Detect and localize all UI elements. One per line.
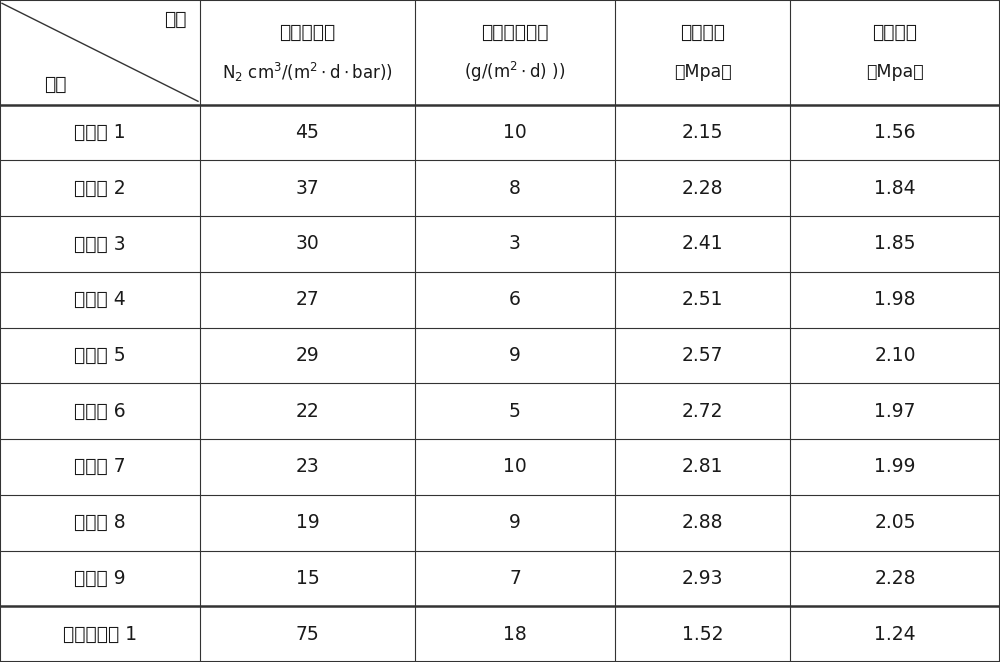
Text: 7: 7 — [509, 569, 521, 588]
Text: 1.84: 1.84 — [874, 179, 916, 198]
Text: 2.10: 2.10 — [874, 346, 916, 365]
Text: 指标: 指标 — [164, 11, 186, 29]
Text: 10: 10 — [503, 123, 527, 142]
Text: 2.93: 2.93 — [682, 569, 723, 588]
Text: 实施例 1: 实施例 1 — [74, 123, 126, 142]
Text: 实施例 3: 实施例 3 — [74, 234, 126, 254]
Text: 粘结强度: 粘结强度 — [872, 23, 918, 42]
Text: 实施例 8: 实施例 8 — [74, 513, 126, 532]
Text: 19: 19 — [296, 513, 319, 532]
Text: 15: 15 — [296, 569, 319, 588]
Text: 水蒸汽渗透率: 水蒸汽渗透率 — [481, 23, 549, 42]
Text: （Mpa）: （Mpa） — [674, 63, 731, 81]
Text: 1.99: 1.99 — [874, 457, 916, 477]
Text: 37: 37 — [296, 179, 319, 198]
Text: 2.72: 2.72 — [682, 402, 723, 420]
Text: 气体透过率: 气体透过率 — [279, 23, 336, 42]
Text: 30: 30 — [296, 234, 319, 254]
Text: 1.24: 1.24 — [874, 625, 916, 643]
Text: 23: 23 — [296, 457, 319, 477]
Text: 2.28: 2.28 — [682, 179, 723, 198]
Text: 27: 27 — [296, 290, 319, 309]
Text: 项目: 项目 — [44, 75, 66, 94]
Text: 实施例 4: 实施例 4 — [74, 290, 126, 309]
Text: 8: 8 — [509, 179, 521, 198]
Text: 10: 10 — [503, 457, 527, 477]
Text: 对比实施例 1: 对比实施例 1 — [63, 625, 137, 643]
Text: 拉伸强度: 拉伸强度 — [680, 23, 725, 42]
Text: 2.41: 2.41 — [682, 234, 723, 254]
Text: （Mpa）: （Mpa） — [866, 63, 924, 81]
Text: 2.88: 2.88 — [682, 513, 723, 532]
Text: 1.97: 1.97 — [874, 402, 916, 420]
Text: 9: 9 — [509, 346, 521, 365]
Text: 22: 22 — [296, 402, 319, 420]
Text: 实施例 6: 实施例 6 — [74, 402, 126, 420]
Text: 2.28: 2.28 — [874, 569, 916, 588]
Text: 实施例 5: 实施例 5 — [74, 346, 126, 365]
Text: 2.51: 2.51 — [682, 290, 723, 309]
Text: 29: 29 — [296, 346, 319, 365]
Text: 2.81: 2.81 — [682, 457, 723, 477]
Text: 2.57: 2.57 — [682, 346, 723, 365]
Text: 1.56: 1.56 — [874, 123, 916, 142]
Text: 3: 3 — [509, 234, 521, 254]
Text: 2.05: 2.05 — [874, 513, 916, 532]
Text: 实施例 9: 实施例 9 — [74, 569, 126, 588]
Text: 18: 18 — [503, 625, 527, 643]
Text: 5: 5 — [509, 402, 521, 420]
Text: 45: 45 — [296, 123, 319, 142]
Text: 实施例 7: 实施例 7 — [74, 457, 126, 477]
Text: 1.52: 1.52 — [682, 625, 723, 643]
Text: $\mathregular{(g/(m^2 \cdot d)\ )}$): $\mathregular{(g/(m^2 \cdot d)\ )}$) — [464, 60, 566, 84]
Text: $\mathregular{N_2\ cm^3/(m^2 \cdot d \cdot bar)}$): $\mathregular{N_2\ cm^3/(m^2 \cdot d \cd… — [222, 61, 393, 83]
Text: 1.98: 1.98 — [874, 290, 916, 309]
Text: 9: 9 — [509, 513, 521, 532]
Text: 6: 6 — [509, 290, 521, 309]
Text: 2.15: 2.15 — [682, 123, 723, 142]
Text: 1.85: 1.85 — [874, 234, 916, 254]
Text: 75: 75 — [296, 625, 319, 643]
Text: 实施例 2: 实施例 2 — [74, 179, 126, 198]
